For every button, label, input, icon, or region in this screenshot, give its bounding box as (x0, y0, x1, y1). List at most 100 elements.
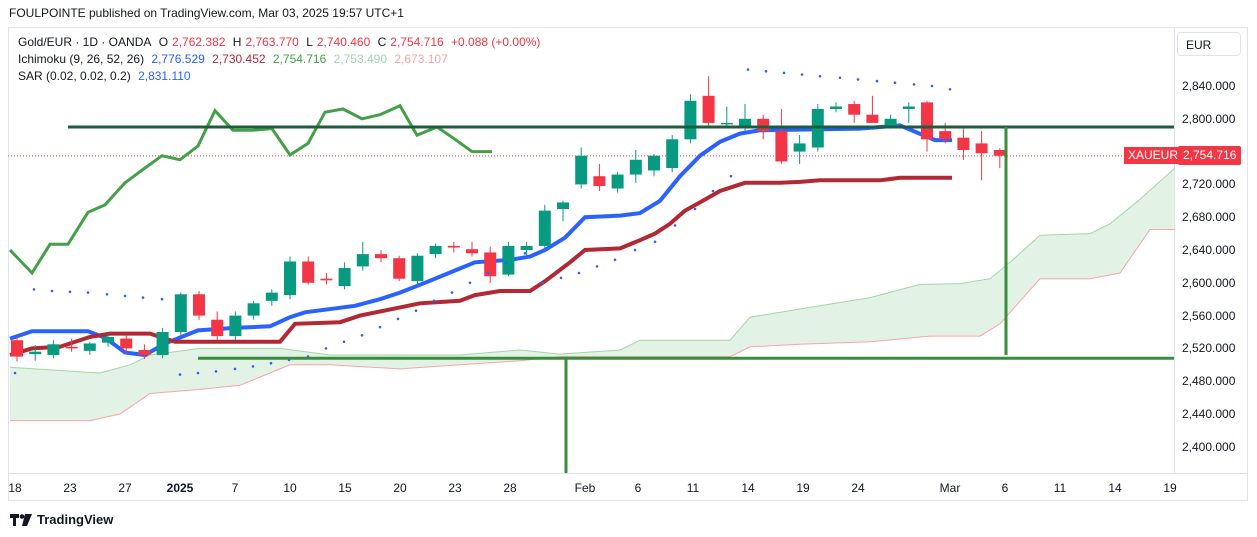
time-axis-label: 27 (118, 481, 132, 495)
sar-dot (178, 373, 182, 376)
sar-dot (269, 361, 273, 365)
price-axis-label: 2,720.000 (1182, 177, 1236, 192)
price-axis-label: 2,400.000 (1182, 439, 1236, 454)
time-axis-label: 23 (63, 481, 77, 495)
candle-body (957, 137, 970, 150)
candle-body (356, 254, 369, 267)
currency-button[interactable]: EUR (1177, 32, 1241, 56)
candle-body (429, 245, 442, 255)
sar-dot (324, 347, 328, 350)
sar-dot (233, 367, 237, 371)
candle-body (975, 143, 988, 154)
symbol-legend[interactable]: Gold/EUR · 1D · OANDA O 2,762.382 H 2,763.… (18, 34, 548, 50)
ohlc-values: O 2,762.382 H 2,763.770 L 2,740.460 C 2,754.… (158, 35, 541, 49)
ichimoku-legend[interactable]: Ichimoku (9, 26, 52, 26) 2,776.529 2,730… (18, 51, 452, 67)
sar-dot (360, 334, 364, 337)
price-axis-border (1174, 28, 1175, 473)
sar-name[interactable]: SAR (0.02, 0.02, 0.2) (18, 69, 131, 83)
sar-dot (930, 84, 934, 88)
sar-dot (123, 294, 127, 298)
candle-body (648, 155, 660, 171)
time-axis-label: 6 (634, 481, 642, 495)
time-axis-label: 23 (448, 481, 462, 495)
candle-body (29, 351, 42, 355)
price-axis-label: 2,440.000 (1182, 407, 1236, 421)
price-axis-label: 2,800.000 (1182, 111, 1236, 126)
candle-body (793, 143, 806, 152)
time-axis-label: 2025 (166, 481, 194, 495)
chart-frame[interactable] (8, 27, 1248, 501)
candle-body (993, 149, 1006, 156)
price-axis-label: 2,600.000 (1182, 275, 1236, 290)
sar-dot (486, 271, 490, 275)
sar-dot (160, 297, 164, 301)
sar-dot (251, 365, 255, 368)
sar-dot (782, 71, 786, 75)
candle-body (502, 245, 515, 275)
time-axis-label: 19 (1163, 481, 1177, 495)
published-by-text: FOULPOINTE published on TradingView.com,… (9, 6, 404, 20)
sar-dot (414, 309, 418, 313)
senkou-span-b-line (10, 229, 1175, 422)
sar-dot (711, 189, 715, 193)
sar-dot (577, 271, 581, 275)
candle-body (193, 294, 205, 316)
time-axis-label: 10 (283, 481, 297, 495)
candle-body (575, 155, 588, 185)
price-axis-label: 2,480.000 (1182, 374, 1236, 389)
tradingview-logo[interactable]: TradingView (10, 512, 113, 527)
sar-dot (196, 371, 200, 375)
last-price-label: 2,754.716 (1178, 146, 1242, 165)
candle-body (593, 176, 606, 187)
candle-body (702, 95, 715, 123)
time-axis-label: 19 (796, 481, 810, 495)
tradingview-logo-text: TradingView (37, 512, 114, 527)
time-axis-label: 28 (503, 481, 517, 495)
time-axis-label: 11 (686, 481, 700, 495)
sar-dot (342, 340, 346, 344)
sar-dot (141, 296, 145, 299)
sar-dot (450, 291, 454, 294)
candle-body (884, 118, 897, 126)
time-axis-label: 18 (8, 481, 22, 495)
candle-body (302, 261, 315, 283)
candle-body (83, 343, 96, 351)
time-axis-label: 7 (231, 481, 239, 495)
sar-dot (523, 252, 527, 255)
time-axis-label: 6 (1001, 481, 1009, 495)
candle-body (520, 245, 533, 250)
sar-dot (818, 74, 822, 78)
candle-body (866, 114, 879, 123)
sar-dot (50, 289, 54, 293)
sar-dot (746, 68, 750, 71)
sar-dot (468, 281, 472, 285)
candle-body (848, 104, 861, 115)
sar-dot (32, 288, 36, 291)
candle-body (265, 292, 278, 301)
sar-legend[interactable]: SAR (0.02, 0.02, 0.2) 2,831.110 (18, 68, 195, 84)
candle-body (320, 278, 333, 281)
candle-body (739, 118, 751, 127)
candle-body (538, 210, 551, 246)
candle-body (138, 350, 151, 355)
sar-dot (729, 174, 733, 178)
candle-body (666, 139, 679, 168)
time-axis-label: 15 (338, 481, 352, 495)
chikou-value: 2,754.716 (272, 52, 327, 66)
candle-body (447, 245, 460, 248)
candle-body (720, 122, 733, 125)
time-axis-label: Mar (939, 481, 961, 495)
sar-dot (378, 325, 382, 329)
tradingview-logo-icon (10, 513, 32, 526)
candle-body (757, 118, 770, 132)
symbol-name[interactable]: Gold/EUR · 1D · OANDA (18, 35, 152, 49)
sar-dot (432, 299, 436, 303)
candle-body (338, 268, 351, 287)
chikou-span-line (8, 103, 492, 276)
price-axis-label: 2,520.000 (1182, 341, 1236, 356)
sar-dot (764, 69, 768, 73)
time-axis-label: 14 (1108, 481, 1122, 495)
sar-dot (559, 276, 563, 280)
ichimoku-name[interactable]: Ichimoku (9, 26, 52, 26) (18, 52, 145, 66)
